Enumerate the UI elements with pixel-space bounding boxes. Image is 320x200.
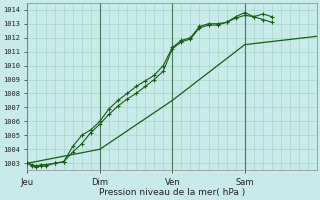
X-axis label: Pression niveau de la mer( hPa ): Pression niveau de la mer( hPa ) <box>99 188 245 197</box>
